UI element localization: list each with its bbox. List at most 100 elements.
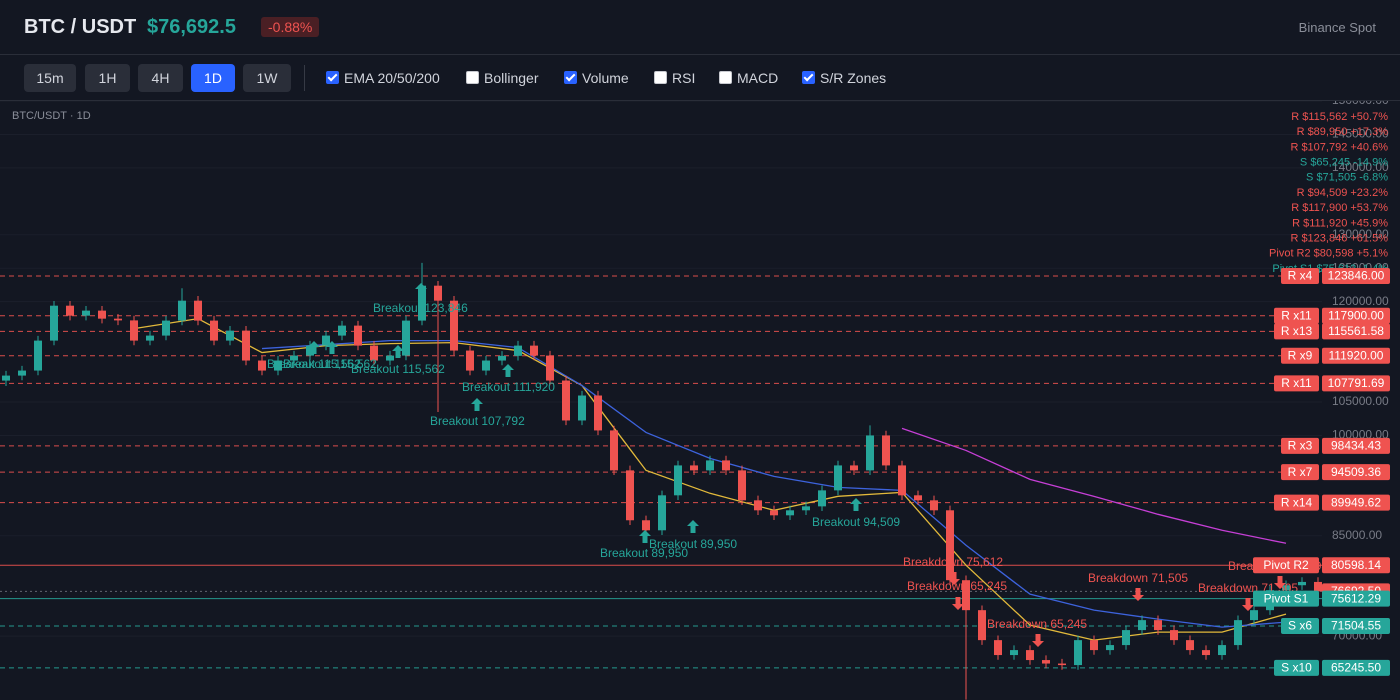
candle-body (1042, 660, 1050, 664)
toggle[interactable]: MACD (719, 70, 778, 86)
toggle-label[interactable]: S/R Zones (820, 70, 887, 86)
toggle[interactable]: Bollinger (466, 70, 538, 86)
level-tag (1253, 590, 1319, 607)
candle-body (514, 345, 522, 356)
candle-body (994, 640, 1002, 656)
price-tag-label: 98434.43 (1331, 439, 1381, 453)
toggle-label[interactable]: MACD (737, 70, 779, 86)
candle-body (354, 325, 362, 346)
toggle-label[interactable]: Bollinger (484, 70, 539, 86)
candle-body (1138, 620, 1146, 631)
signal-arrow (1032, 634, 1044, 647)
toggle-label[interactable]: EMA 20/50/200 (344, 70, 440, 86)
candle-body (50, 305, 58, 341)
level-tag (1253, 557, 1319, 574)
checkbox[interactable] (466, 71, 479, 84)
level-tag (1281, 347, 1319, 364)
candle-body (210, 320, 218, 341)
signal-arrow (308, 341, 320, 354)
level-tag-label: S x10 (1281, 661, 1312, 675)
price-tag (1322, 267, 1390, 284)
checkbox[interactable] (654, 71, 667, 84)
price-change: -0.88% (261, 17, 320, 37)
price-tag-label: 89949.62 (1331, 495, 1381, 509)
signal-label: Breakdown 65,245 (907, 579, 1007, 593)
toggle-label[interactable]: Volume (582, 70, 629, 86)
zone-entry: R $107,792 +40.6% (1290, 141, 1388, 153)
checkbox[interactable] (564, 71, 577, 84)
signal-label: Breakout 115,562 (283, 357, 377, 371)
signal-label: Breakdown 71,505 (1088, 571, 1188, 585)
ema-line (261, 339, 1287, 628)
candle-body (18, 370, 26, 376)
zone-entry: R $115,562 +50.7% (1291, 111, 1388, 123)
signal-label: Breakout 115,562 (267, 357, 361, 371)
candle-body (2, 375, 10, 381)
candle-body (914, 495, 922, 501)
timeframe-button[interactable]: 1H (85, 64, 130, 92)
price-tag-label: 94509.36 (1331, 465, 1381, 479)
signal-arrow (415, 283, 427, 296)
checkbox[interactable] (719, 71, 732, 84)
candle-body (1170, 630, 1178, 641)
signal-arrow (471, 398, 483, 411)
price-tag (1322, 557, 1390, 574)
candle-body (1122, 630, 1130, 646)
level-tag (1274, 659, 1319, 676)
candle-body (770, 510, 778, 516)
symbol: BTC / USDT (24, 16, 137, 38)
level-tag-label: Pivot R2 (1263, 558, 1309, 572)
signal-label: Breakout 89,950 (600, 546, 688, 560)
candle-body (642, 520, 650, 531)
zone-entry: Pivot R2 $80,598 +5.1% (1269, 248, 1388, 260)
candle-body (802, 506, 810, 511)
zone-entry: S $65,245 -14.9% (1300, 157, 1388, 169)
timeframe-button[interactable]: 1D (191, 64, 235, 92)
checkbox[interactable] (802, 71, 815, 84)
candle-body (1298, 581, 1306, 586)
price-tag (1322, 375, 1390, 392)
candle-body (338, 325, 346, 336)
candle-body (674, 465, 682, 496)
timeframe-button[interactable]: 15m (24, 64, 76, 92)
candle-body (306, 345, 314, 356)
toggle-label[interactable]: RSI (672, 70, 696, 86)
price-tag-label: 75612.29 (1331, 591, 1381, 605)
toggle[interactable]: S/R Zones (802, 70, 886, 86)
price-tag-label: 115561.58 (1328, 324, 1384, 338)
signal-label: Breakout 89,950 (649, 537, 737, 551)
signal-arrow (1242, 598, 1254, 611)
timeframe-button[interactable]: 1W (243, 64, 291, 92)
candle-body (690, 465, 698, 471)
y-tick-label: 140000.00 (1332, 160, 1389, 174)
toggle[interactable]: Volume (564, 70, 629, 86)
level-tag-label: R x14 (1281, 495, 1313, 509)
candle-body (66, 305, 74, 316)
candle-body (786, 510, 794, 516)
candle-body (1058, 663, 1066, 666)
price-tag-label: 71504.55 (1331, 619, 1381, 633)
candle-body (242, 330, 250, 361)
candle-body (930, 500, 938, 511)
candle-body (610, 430, 618, 471)
price-tag (1322, 437, 1390, 454)
y-tick-label: 85000.00 (1332, 528, 1382, 542)
signal-arrow (1132, 588, 1144, 601)
level-tag-label: R x4 (1288, 269, 1313, 283)
level-tag (1281, 437, 1319, 454)
signal-label: Breakdown 65,245 (987, 617, 1087, 631)
candle-body (578, 395, 586, 421)
timeframe-button[interactable]: 4H (138, 64, 183, 92)
candle-body (738, 470, 746, 501)
toggle[interactable]: RSI (654, 70, 695, 86)
toggle[interactable]: EMA 20/50/200 (326, 70, 440, 86)
signal-arrow (1274, 576, 1286, 589)
candle-body (482, 360, 490, 371)
price-tag (1322, 347, 1390, 364)
checkbox[interactable] (326, 71, 339, 84)
candle-body (1218, 645, 1226, 656)
candle-body (386, 355, 394, 361)
price-tag (1322, 590, 1390, 607)
price-tag (1322, 618, 1390, 635)
